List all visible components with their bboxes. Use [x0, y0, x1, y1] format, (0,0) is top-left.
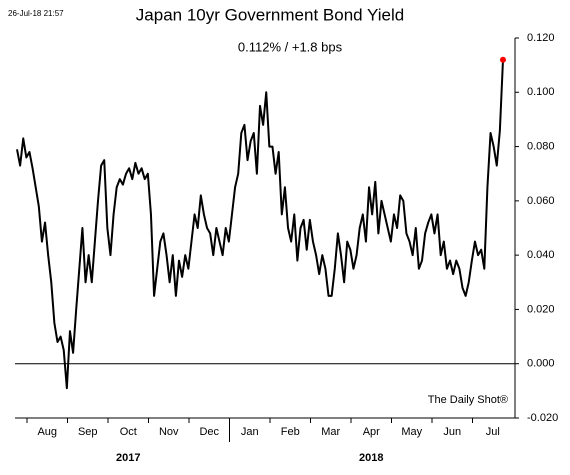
x-tick-label: Dec — [199, 426, 219, 438]
x-tick-label: Feb — [281, 426, 300, 438]
chart-title: Japan 10yr Government Bond Yield — [136, 5, 404, 24]
x-tick-label: Nov — [159, 426, 179, 438]
y-tick-label: 0.120 — [527, 32, 555, 44]
y-tick-label: 0.080 — [527, 140, 555, 152]
year-label: 2017 — [116, 452, 140, 464]
x-tick-label: Oct — [120, 426, 137, 438]
x-tick-label: Sep — [78, 426, 98, 438]
source-label: The Daily Shot® — [428, 394, 508, 406]
last-point — [500, 56, 506, 63]
timestamp: 26-Jul-18 21:57 — [8, 9, 64, 18]
y-tick-label: 0.000 — [527, 358, 555, 370]
x-tick-label: Mar — [321, 426, 340, 438]
x-tick-label: May — [401, 426, 422, 438]
year-label: 2018 — [359, 452, 383, 464]
x-tick-label: Jan — [241, 426, 259, 438]
series-line — [16, 59, 504, 390]
y-tick-label: 0.020 — [527, 303, 555, 315]
x-tick-label: Apr — [363, 426, 380, 438]
y-tick-label: -0.020 — [527, 412, 558, 424]
x-tick-label: Aug — [37, 426, 57, 438]
y-tick-label: 0.100 — [527, 86, 555, 98]
chart-subtitle: 0.112% / +1.8 bps — [238, 39, 343, 54]
y-tick-label: 0.060 — [527, 195, 555, 207]
y-tick-label: 0.040 — [527, 249, 555, 261]
x-tick-label: Jun — [443, 426, 461, 438]
x-tick-label: Jul — [486, 426, 500, 438]
